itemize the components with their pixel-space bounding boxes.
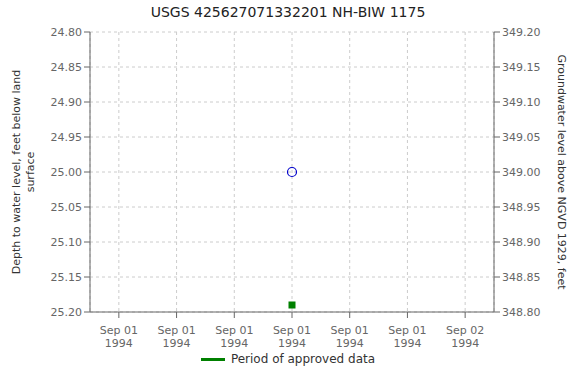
svg-text:Depth to water level, feet bel: Depth to water level, feet below land (10, 70, 23, 275)
svg-text:349.20: 349.20 (502, 26, 541, 39)
svg-text:25.15: 25.15 (51, 271, 83, 284)
svg-text:24.90: 24.90 (51, 96, 83, 109)
html-text:Period of approved data: Period of approved data (230, 352, 376, 366)
svg-text:25.00: 25.00 (51, 166, 83, 179)
svg-text:Sep 011994: Sep 011994 (157, 324, 195, 350)
svg-text:Sep 011994: Sep 011994 (388, 324, 426, 350)
svg-text:348.95: 348.95 (502, 201, 541, 214)
svg-text:Sep 011994: Sep 011994 (215, 324, 253, 350)
html-text:USGS 425627071332201 NH-BIW 11: USGS 425627071332201 NH-BIW 1175 (150, 4, 426, 20)
svg-text:24.80: 24.80 (51, 26, 83, 39)
svg-text:Sep 021994: Sep 021994 (446, 324, 484, 350)
svg-text:Sep 011994: Sep 011994 (273, 324, 311, 350)
svg-text:25.20: 25.20 (51, 306, 83, 319)
svg-text:25.05: 25.05 (51, 201, 83, 214)
svg-text:Sep 011994: Sep 011994 (331, 324, 369, 350)
svg-text:348.90: 348.90 (502, 236, 541, 249)
svg-text:Sep 011994: Sep 011994 (100, 324, 138, 350)
svg-text:24.85: 24.85 (51, 61, 83, 74)
svg-text:surface: surface (24, 151, 37, 192)
svg-text:348.85: 348.85 (502, 271, 541, 284)
svg-text:Groundwater level above NGVD 1: Groundwater level above NGVD 1929, feet (555, 54, 568, 290)
svg-text:349.10: 349.10 (502, 96, 541, 109)
svg-text:25.10: 25.10 (51, 236, 83, 249)
svg-text:349.05: 349.05 (502, 131, 541, 144)
svg-text:349.15: 349.15 (502, 61, 541, 74)
svg-text:348.80: 348.80 (502, 306, 541, 319)
svg-text:24.95: 24.95 (51, 131, 83, 144)
svg-text:349.00: 349.00 (502, 166, 541, 179)
